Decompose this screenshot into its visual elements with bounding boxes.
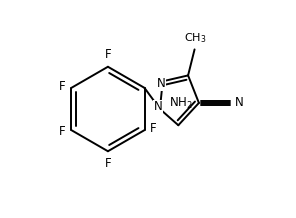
Text: F: F xyxy=(104,157,111,170)
Text: N: N xyxy=(157,77,165,90)
Text: F: F xyxy=(59,80,66,93)
Text: F: F xyxy=(59,125,66,138)
Text: N: N xyxy=(235,96,244,109)
Text: NH$_2$: NH$_2$ xyxy=(169,95,192,111)
Text: F: F xyxy=(104,48,111,61)
Text: CH$_3$: CH$_3$ xyxy=(184,31,207,45)
Text: F: F xyxy=(150,122,157,135)
Text: N: N xyxy=(154,100,163,113)
